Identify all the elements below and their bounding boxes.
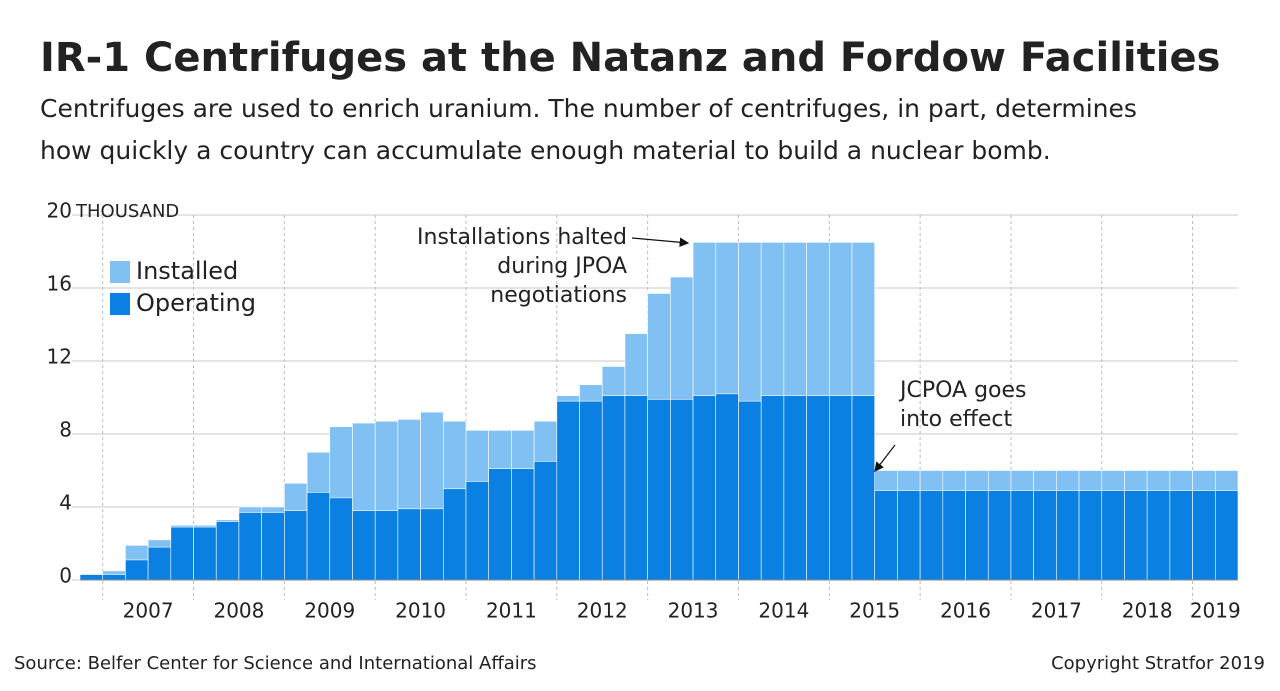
legend-swatch	[110, 293, 130, 315]
annotation-arrow	[874, 444, 896, 472]
bar	[828, 395, 853, 581]
x-tick-label: 2014	[758, 599, 809, 623]
bar	[352, 510, 376, 581]
x-tick-label: 2011	[486, 599, 537, 623]
annotation: during JPOA	[497, 254, 627, 279]
bar	[1192, 490, 1216, 581]
bar	[1078, 490, 1103, 581]
bar	[715, 393, 739, 581]
bar	[329, 497, 353, 581]
bar	[1010, 490, 1034, 581]
y-unit: THOUSAND	[75, 201, 179, 222]
bar	[647, 399, 671, 581]
bar	[1146, 490, 1171, 581]
x-tick-label: 2019	[1190, 599, 1241, 623]
bar	[897, 490, 921, 581]
legend-swatch	[110, 261, 130, 283]
bar	[1056, 490, 1080, 581]
bar	[79, 574, 104, 581]
bar	[306, 492, 331, 581]
x-tick-label: 2013	[668, 599, 719, 623]
x-tick-label: 2007	[123, 599, 174, 623]
bar	[1124, 490, 1148, 581]
y-tick-label: 0	[59, 564, 72, 588]
bar	[579, 400, 603, 581]
bar	[125, 559, 149, 581]
annotation: Installations halted	[417, 225, 627, 250]
annotation-arrow	[631, 237, 690, 248]
subtitle: Centrifuges are used to enrich uranium. …	[40, 94, 1137, 123]
bar	[1101, 490, 1125, 581]
bar	[624, 395, 648, 581]
x-tick-label: 2012	[577, 599, 628, 623]
bar	[874, 490, 898, 581]
bar	[987, 490, 1012, 581]
bar	[965, 490, 989, 581]
subtitle: how quickly a country can accumulate eno…	[40, 136, 1051, 165]
annotation: negotiations	[490, 283, 627, 308]
annotation: JCPOA goes	[898, 378, 1027, 403]
bar	[284, 510, 308, 581]
bar	[760, 395, 785, 581]
bar	[919, 490, 944, 581]
y-tick-label: 16	[47, 272, 72, 296]
copyright: Copyright Stratfor 2019	[1051, 653, 1265, 674]
bar	[1214, 490, 1239, 581]
bar	[601, 395, 626, 581]
bar	[806, 395, 830, 581]
x-tick-label: 2008	[213, 599, 264, 623]
x-tick-label: 2016	[940, 599, 991, 623]
bar	[238, 512, 262, 581]
bar	[374, 510, 399, 581]
bar	[533, 461, 558, 581]
legend-label: Installed	[136, 257, 238, 285]
bar	[783, 395, 807, 581]
x-tick-label: 2017	[1031, 599, 1082, 623]
bar	[215, 521, 240, 581]
y-tick-label: 4	[59, 491, 72, 515]
x-tick-label: 2018	[1122, 599, 1173, 623]
x-tick-label: 2010	[395, 599, 446, 623]
x-tick-label: 2015	[849, 599, 900, 623]
bar	[102, 574, 126, 581]
bar	[261, 512, 285, 581]
y-tick-label: 12	[47, 345, 72, 369]
bar	[738, 400, 762, 581]
bar	[511, 468, 535, 581]
y-tick-label: 8	[59, 418, 72, 442]
bar	[692, 395, 717, 581]
x-tick-label: 2009	[304, 599, 355, 623]
legend-label: Operating	[136, 289, 256, 317]
bar	[420, 508, 444, 581]
bar	[670, 399, 694, 581]
bar	[147, 546, 172, 581]
source: Source: Belfer Center for Science and In…	[14, 653, 537, 674]
bar	[170, 526, 194, 581]
bar	[397, 508, 421, 581]
bar	[1169, 490, 1193, 581]
bar	[942, 490, 966, 581]
bar	[488, 468, 512, 581]
bar	[556, 400, 580, 581]
bar	[442, 488, 467, 581]
annotation: into effect	[900, 407, 1012, 432]
bar	[1033, 490, 1057, 581]
y-tick-label: 20	[47, 199, 72, 223]
bar	[465, 481, 490, 581]
bar	[193, 526, 217, 581]
bar	[851, 395, 876, 581]
chart-title: IR-1 Centrifuges at the Natanz and Fordo…	[40, 35, 1220, 81]
